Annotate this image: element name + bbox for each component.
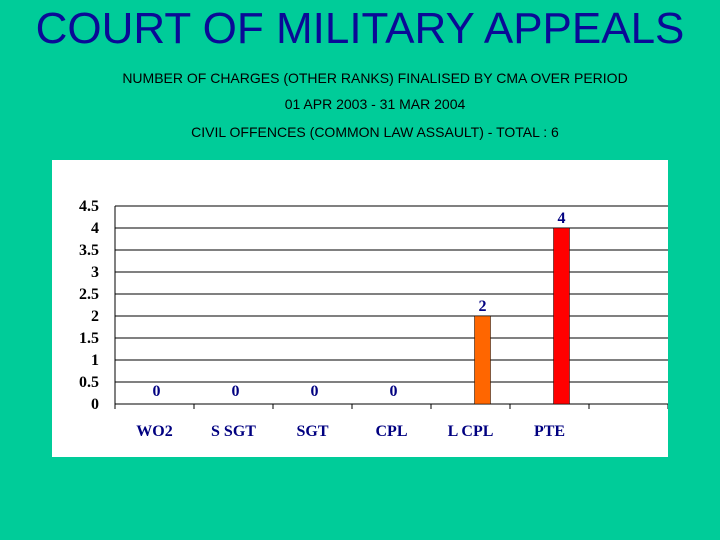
chart-subtitle-2: 01 APR 2003 - 31 MAR 2004 bbox=[284, 96, 466, 112]
y-tick-label: 0.5 bbox=[79, 374, 99, 391]
page-title: COURT OF MILITARY APPEALS bbox=[35, 4, 685, 53]
bar-pte bbox=[553, 227, 570, 405]
bar-chart: 0 0.5 1 1.5 2 2.5 3 3.5 4 4.5 0 WO2 0 S SGT 0 SGT 0 CPL 2 L… bbox=[79, 198, 668, 440]
x-tick-label: PTE bbox=[534, 423, 565, 440]
y-tick-label: 1 bbox=[91, 352, 99, 369]
y-tick-label: 0 bbox=[91, 396, 99, 413]
bar-l-cpl bbox=[474, 315, 491, 405]
y-tick-label: 3 bbox=[91, 264, 99, 281]
x-tick-label: SGT bbox=[296, 423, 328, 440]
y-tick-label: 4.5 bbox=[79, 198, 99, 215]
data-label: 0 bbox=[390, 383, 398, 400]
x-tick-label: CPL bbox=[376, 423, 408, 440]
data-label: 4 bbox=[558, 210, 566, 227]
x-tick-label: S SGT bbox=[211, 423, 256, 440]
data-label: 0 bbox=[232, 383, 240, 400]
y-tick-label: 2.5 bbox=[79, 286, 99, 303]
data-label: 2 bbox=[479, 298, 487, 315]
y-tick-label: 2 bbox=[91, 308, 99, 325]
data-label: 0 bbox=[311, 383, 319, 400]
chart-subtitle-1: NUMBER OF CHARGES (OTHER RANKS) FINALISE… bbox=[122, 70, 628, 86]
y-tick-label: 1.5 bbox=[79, 330, 99, 347]
y-tick-label: 3.5 bbox=[79, 242, 99, 259]
x-tick-label: L CPL bbox=[448, 423, 494, 440]
y-tick-label: 4 bbox=[91, 220, 99, 237]
chart-area: 0 0.5 1 1.5 2 2.5 3 3.5 4 4.5 0 WO2 0 S SGT 0 SGT 0 CPL 2 L… bbox=[52, 160, 668, 457]
data-label: 0 bbox=[153, 383, 161, 400]
x-tick-label: WO2 bbox=[136, 423, 172, 440]
chart-subtitle-3: CIVIL OFFENCES (COMMON LAW ASSAULT) - TO… bbox=[191, 124, 559, 140]
